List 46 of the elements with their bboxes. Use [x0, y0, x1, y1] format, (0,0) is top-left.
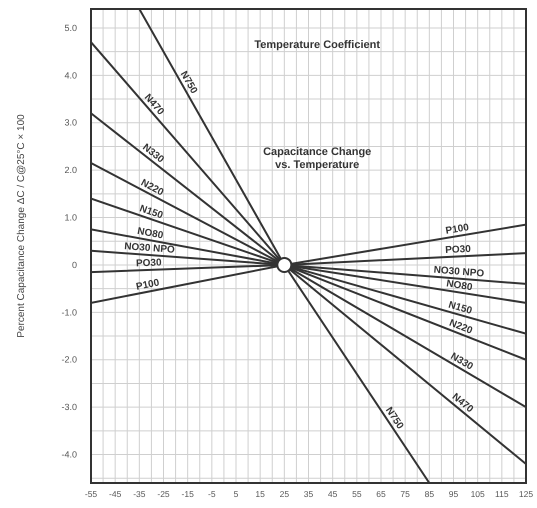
text: P100	[135, 277, 160, 293]
text: NO30 NPO	[433, 264, 484, 280]
text: N220	[448, 318, 474, 337]
x-tick-label: -45	[109, 489, 122, 500]
text: N150	[447, 300, 474, 317]
y-tick-label: 5.0	[64, 22, 77, 33]
x-tick-label: 25	[280, 489, 290, 500]
text: N750	[178, 69, 200, 96]
y-tick-label: -3.0	[61, 402, 77, 412]
y-tick-label: 1.0	[64, 212, 77, 222]
y-tick-label: -4.0	[61, 449, 77, 460]
text: N220	[138, 177, 166, 199]
x-tick-label: 115	[495, 489, 509, 500]
x-tick-label: -5	[208, 489, 216, 500]
text: PO30	[444, 244, 472, 256]
x-tick-label: 85	[424, 489, 434, 500]
x-tick-label: 125	[518, 489, 534, 500]
text: P100	[444, 222, 470, 237]
text: N150	[138, 203, 164, 222]
y-tick-label: -2.0	[61, 354, 77, 365]
series-label: NO30 NPO	[124, 241, 176, 256]
x-tick-label: 105	[470, 489, 486, 500]
text: Temperature Coefficient	[254, 39, 380, 51]
x-tick-label: -35	[133, 489, 146, 500]
x-tick-label: 75	[400, 489, 410, 500]
x-tick-label: -55	[84, 489, 98, 500]
text: N330	[448, 350, 476, 373]
x-tick-label: 55	[352, 489, 362, 500]
x-tick-label: -15	[182, 489, 194, 500]
y-axis-title: Percent Capacitance Change ΔC / C@25°C × 100	[16, 114, 27, 338]
x-tick-label: -25	[157, 489, 170, 500]
text: Capacitance Change vs. Temperature	[263, 146, 372, 171]
x-tick-label: 95	[448, 489, 458, 500]
y-tick-label: 2.0	[64, 165, 77, 176]
x-tick-label: 45	[328, 489, 338, 500]
text: NO80	[136, 226, 164, 242]
y-tick-label: -1.0	[61, 307, 77, 318]
text: NO80	[446, 278, 474, 294]
y-tick-label: 4.0	[64, 70, 77, 80]
y-tick-label: 3.0	[64, 118, 77, 128]
x-tick-label: 15	[255, 489, 266, 500]
x-tick-label: 65	[376, 489, 386, 500]
series-label: PO30	[136, 257, 162, 270]
x-tick-label: 35	[304, 489, 314, 500]
x-tick-label: 5	[234, 489, 239, 500]
y-tick-label: 0	[72, 260, 77, 270]
